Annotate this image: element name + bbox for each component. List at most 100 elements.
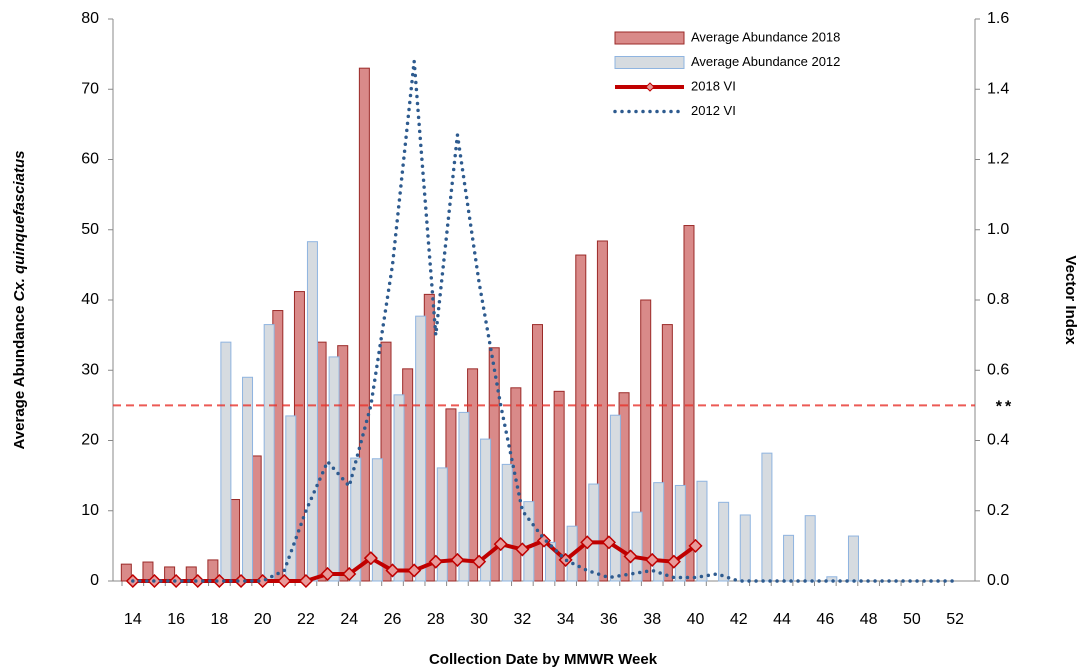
bar — [415, 315, 427, 582]
bar — [588, 483, 600, 582]
reference-label: ** — [996, 399, 1014, 416]
x-tick-label: 30 — [470, 611, 488, 628]
bar — [532, 324, 543, 582]
marker — [385, 563, 400, 578]
x-tick-label: 26 — [384, 611, 402, 628]
bar — [480, 438, 492, 582]
bar — [804, 515, 816, 582]
marker — [363, 551, 378, 566]
legend-swatch — [614, 56, 685, 69]
marker — [666, 554, 681, 569]
legend-label: Average Abundance 2018 — [691, 29, 840, 44]
bar — [739, 514, 751, 582]
y-tick-label: 20 — [81, 432, 99, 449]
bar — [640, 299, 652, 582]
x-tick-label: 40 — [687, 611, 705, 628]
marker — [623, 549, 638, 564]
bar — [718, 501, 730, 582]
x-axis-title: Collection Date by MMWR Week — [429, 651, 658, 668]
bar — [596, 240, 608, 582]
bar — [661, 324, 673, 582]
y-axis-title: Average Abundance Cx. quinquefasciatus — [11, 151, 28, 450]
legend-label: 2012 VI — [691, 103, 736, 118]
x-tick-label: 22 — [297, 611, 315, 628]
x-tick-label: 16 — [167, 611, 185, 628]
marker — [601, 535, 616, 550]
x-tick-label: 20 — [254, 611, 272, 628]
bar — [545, 541, 556, 582]
bar — [653, 482, 665, 582]
x-tick-label: 38 — [643, 611, 661, 628]
marker — [233, 573, 249, 589]
y2-tick-label: 0.8 — [987, 291, 1009, 308]
marker — [536, 533, 552, 548]
x-tick-label: 28 — [427, 611, 445, 628]
bar — [458, 411, 470, 582]
marker — [277, 573, 292, 589]
y-tick-label: 50 — [81, 221, 99, 238]
bar — [220, 341, 232, 582]
legend-label: 2018 VI — [691, 78, 736, 93]
x-tick-label: 48 — [860, 611, 878, 628]
y2-tick-label: 0.2 — [987, 502, 1009, 519]
legend-marker — [645, 82, 655, 92]
y2-tick-label: 1.0 — [987, 221, 1009, 238]
bar — [285, 415, 297, 582]
marker — [407, 563, 422, 578]
y-axis-title-text: Average Abundance — [11, 306, 28, 450]
marker — [580, 535, 595, 550]
x-tick-label: 52 — [946, 611, 964, 628]
x-tick-label: 34 — [557, 611, 575, 628]
marker — [320, 566, 335, 582]
bar — [436, 467, 448, 582]
marker — [450, 552, 465, 567]
x-tick-label: 44 — [773, 611, 791, 628]
marker — [515, 542, 530, 557]
bar — [609, 414, 621, 582]
bar — [553, 390, 565, 582]
x-tick-label: 42 — [730, 611, 748, 628]
bar — [306, 241, 318, 582]
marker — [645, 552, 660, 567]
marker — [428, 554, 443, 569]
marker — [493, 537, 508, 552]
marker — [472, 554, 487, 569]
bar — [761, 452, 773, 582]
bar — [847, 535, 859, 582]
y-tick-label: 70 — [81, 80, 99, 97]
y-tick-label: 30 — [81, 361, 99, 378]
x-tick-label: 18 — [210, 611, 228, 628]
y2-tick-label: 1.6 — [987, 10, 1009, 27]
bar — [393, 394, 405, 582]
x-tick-label: 46 — [816, 611, 834, 628]
x-tick-label: 50 — [903, 611, 921, 628]
y2-tick-label: 1.2 — [987, 151, 1009, 168]
bar — [575, 254, 587, 582]
y-tick-label: 40 — [81, 291, 99, 308]
y2-tick-label: 1.4 — [987, 80, 1009, 97]
x-tick-label: 14 — [124, 611, 142, 628]
y-tick-label: 10 — [81, 502, 99, 519]
marker — [190, 573, 205, 589]
bar — [523, 501, 535, 582]
bar — [783, 534, 795, 582]
bar — [696, 480, 708, 582]
x-tick-label: 24 — [340, 611, 358, 628]
bar — [631, 511, 643, 582]
y-tick-label: 80 — [81, 10, 99, 27]
bar — [683, 225, 695, 582]
line — [131, 59, 957, 583]
x-tick-label: 32 — [513, 611, 531, 628]
y2-tick-label: 0.6 — [987, 361, 1009, 378]
y2-tick-label: 0.4 — [987, 432, 1009, 449]
legend-label: Average Abundance 2012 — [691, 54, 840, 69]
marker — [212, 573, 227, 589]
bar — [371, 458, 383, 582]
x-tick-label: 36 — [600, 611, 618, 628]
bar — [350, 457, 362, 582]
legend-swatch — [614, 31, 685, 45]
bar — [242, 376, 254, 582]
bar — [263, 324, 275, 582]
y-tick-label: 60 — [81, 151, 99, 168]
